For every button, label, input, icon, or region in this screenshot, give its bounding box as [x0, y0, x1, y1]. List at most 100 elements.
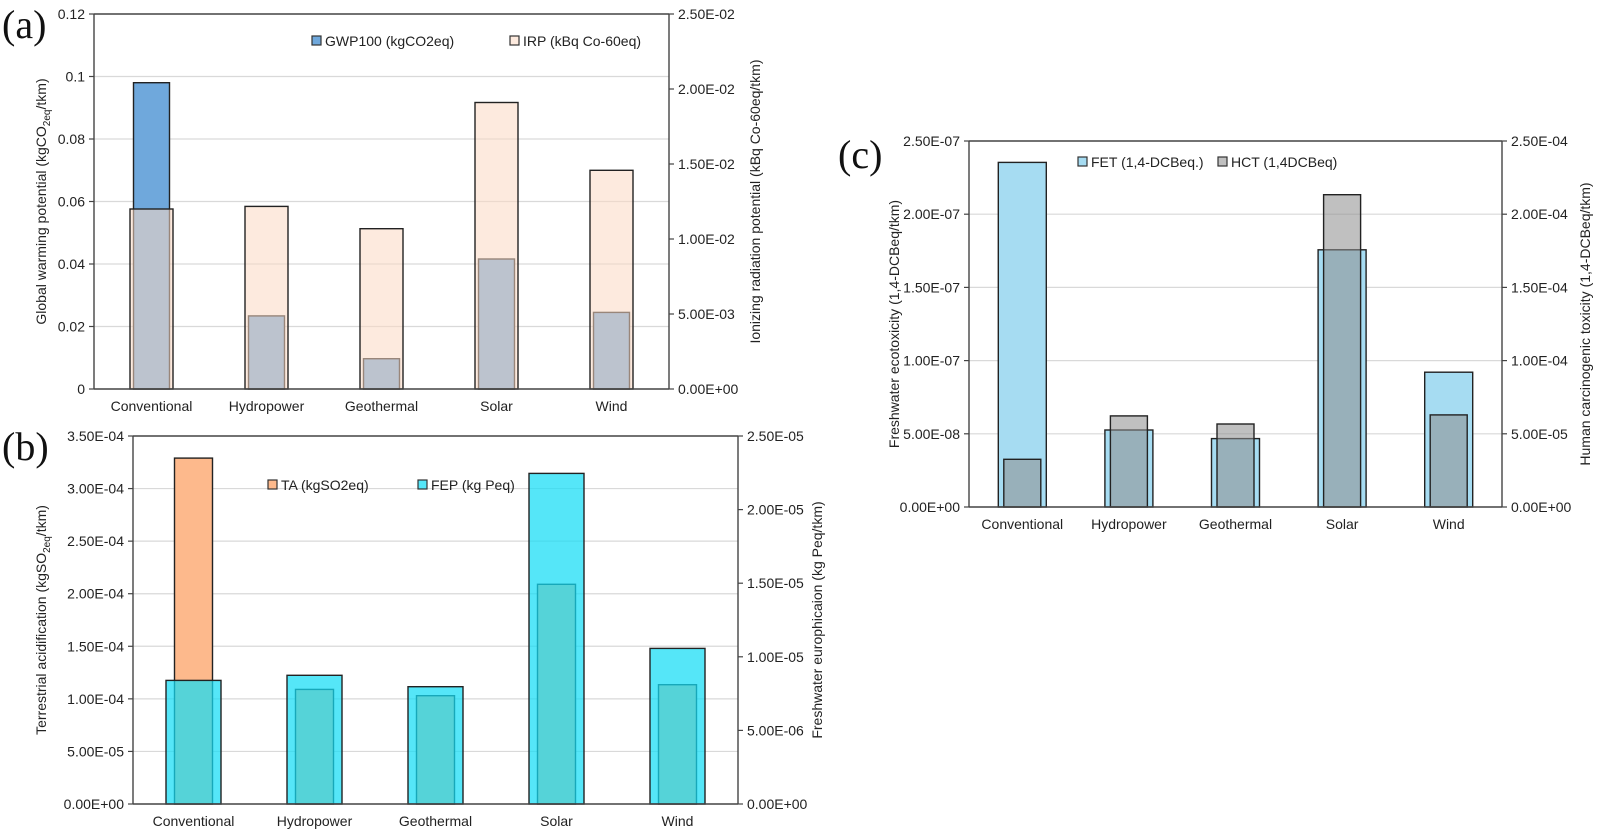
legend-swatch	[509, 35, 520, 46]
left-axis-title-unit: /tkm)	[33, 78, 49, 109]
left-tick-label: 2.00E-07	[903, 206, 960, 222]
left-tick-label: 1.50E-07	[903, 279, 960, 295]
legend-swatch	[267, 479, 278, 490]
left-tick-label: 5.00E-08	[903, 426, 960, 442]
left-tick-label: 0.1	[66, 69, 86, 85]
left-tick-label: 1.00E-04	[67, 691, 124, 707]
left-axis-title-subscript: 2eq	[42, 536, 53, 553]
legend-label: IRP (kBq Co-60eq)	[523, 33, 641, 49]
left-tick-label: 2.00E-04	[67, 586, 124, 602]
bar-irp-hydropower	[244, 205, 289, 390]
category-label: Conventional	[153, 813, 235, 829]
category-label: Solar	[1326, 516, 1359, 532]
right-tick-label: 1.50E-02	[678, 156, 735, 172]
panel-a-chart: (a) 0 0.02 0.04 0.06 0.08 0.1 0.12 0.00E+00 5.00…	[2, 2, 763, 414]
left-axis-title: Freshwater ecotoxicity (1,4-DCBeq/tkm)	[886, 200, 902, 448]
legend-swatch	[311, 35, 322, 46]
left-axis-title-main: Freshwater ecotoxicity (1,4-DCBeq/tkm)	[886, 200, 902, 448]
left-tick-label: 0.02	[58, 319, 85, 335]
bar-irp-geothermal	[359, 227, 404, 390]
category-label: Wind	[662, 813, 694, 829]
left-tick-label: 1.00E-07	[903, 353, 960, 369]
right-tick-label: 5.00E-06	[747, 722, 804, 738]
right-tick-label: 2.00E-02	[678, 81, 735, 97]
bar-irp-solar	[474, 101, 519, 390]
left-tick-label: 1.50E-04	[67, 638, 124, 654]
right-axis-title: Freshwater europhicaion (kg Peq/tkm)	[809, 501, 825, 738]
right-tick-label: 1.50E-05	[747, 575, 804, 591]
legend-label: FEP (kg Peq)	[431, 477, 515, 493]
category-label: Hydropower	[229, 398, 305, 414]
panel-c-chart: (c) 0.00E+00 5.00E-08 1.00E-07 1.50E-07 2.00…	[838, 132, 1593, 532]
category-label: Wind	[596, 398, 628, 414]
legend-label: FET (1,4-DCBeq.)	[1091, 154, 1204, 170]
category-label: Hydropower	[277, 813, 353, 829]
right-tick-label: 5.00E-05	[1511, 426, 1568, 442]
left-axis-title-subscript: 2eq	[42, 110, 53, 127]
bar-hct-wind	[1429, 414, 1468, 508]
left-axis-title-unit: /tkm)	[33, 505, 49, 536]
left-tick-label: 3.50E-04	[67, 428, 124, 444]
left-tick-label: 0.04	[58, 256, 85, 272]
panel-c-label: (c)	[838, 132, 882, 177]
bar-irp-conventional	[129, 208, 174, 390]
left-tick-label: 0.12	[58, 6, 85, 22]
left-tick-label: 0.00E+00	[64, 796, 125, 812]
left-axis-title: Terrestrial acidification (kgSO2eq/tkm)	[33, 505, 53, 735]
bar-fep-geothermal	[407, 686, 464, 805]
right-tick-label: 1.00E-02	[678, 231, 735, 247]
right-tick-label: 0.00E+00	[1511, 499, 1572, 515]
legend-swatch	[1077, 156, 1088, 167]
panel-b-chart: (b) 0.00E+00 5.00E-05 1.00E-04 1.50E-04 2.00…	[2, 424, 825, 829]
legend-label: GWP100 (kgCO2eq)	[325, 33, 454, 49]
right-axis-title: Human carcinogenic toxicity (1,4-DCBeq/t…	[1577, 182, 1593, 465]
left-tick-label: 0.08	[58, 131, 85, 147]
left-tick-label: 2.50E-07	[903, 133, 960, 149]
category-label: Conventional	[111, 398, 193, 414]
left-tick-label: 0	[77, 381, 85, 397]
right-tick-label: 2.00E-05	[747, 502, 804, 518]
bar-fet-conventional	[997, 161, 1047, 508]
right-tick-label: 0.00E+00	[678, 381, 739, 397]
category-label: Solar	[480, 398, 513, 414]
bar-hct-hydropower	[1109, 415, 1149, 508]
category-label: Hydropower	[1091, 516, 1167, 532]
right-axis-title: Ionizing radiation potential (kBq Co-60e…	[747, 59, 763, 343]
left-tick-label: 0.00E+00	[900, 499, 961, 515]
panel-a-label: (a)	[2, 2, 46, 47]
legend-swatch	[1217, 156, 1228, 167]
left-axis-title-main: Terrestrial acidification (kgSO	[33, 553, 49, 735]
bar-hct-geothermal	[1216, 423, 1255, 508]
legend-label: HCT (1,4DCBeq)	[1231, 154, 1337, 170]
right-tick-label: 2.00E-04	[1511, 206, 1568, 222]
legend-label: TA (kgSO2eq)	[281, 477, 369, 493]
left-tick-label: 5.00E-05	[67, 743, 124, 759]
right-tick-label: 5.00E-03	[678, 306, 735, 322]
bar-fep-conventional	[165, 679, 222, 805]
bar-fep-hydropower	[286, 674, 343, 805]
left-tick-label: 2.50E-04	[67, 533, 124, 549]
right-tick-label: 1.50E-04	[1511, 279, 1568, 295]
legend-swatch	[417, 479, 428, 490]
left-axis-title: Global warming potential (kgCO2eq/tkm)	[33, 78, 53, 324]
category-label: Geothermal	[345, 398, 418, 414]
bar-irp-wind	[589, 169, 634, 390]
category-label: Geothermal	[399, 813, 472, 829]
left-tick-label: 0.06	[58, 194, 85, 210]
category-label: Wind	[1433, 516, 1465, 532]
right-tick-label: 1.00E-04	[1511, 353, 1568, 369]
category-label: Solar	[540, 813, 573, 829]
bar-fep-solar	[528, 472, 585, 805]
right-tick-label: 2.50E-02	[678, 6, 735, 22]
bar-fep-wind	[649, 647, 706, 805]
left-axis-title-main: Global warming potential (kgCO	[33, 126, 49, 325]
panel-b-label: (b)	[2, 424, 49, 469]
right-tick-label: 0.00E+00	[747, 796, 808, 812]
category-label: Geothermal	[1199, 516, 1272, 532]
right-tick-label: 1.00E-05	[747, 649, 804, 665]
right-tick-label: 2.50E-04	[1511, 133, 1568, 149]
left-tick-label: 3.00E-04	[67, 481, 124, 497]
bar-hct-solar	[1322, 193, 1362, 508]
category-label: Conventional	[981, 516, 1063, 532]
